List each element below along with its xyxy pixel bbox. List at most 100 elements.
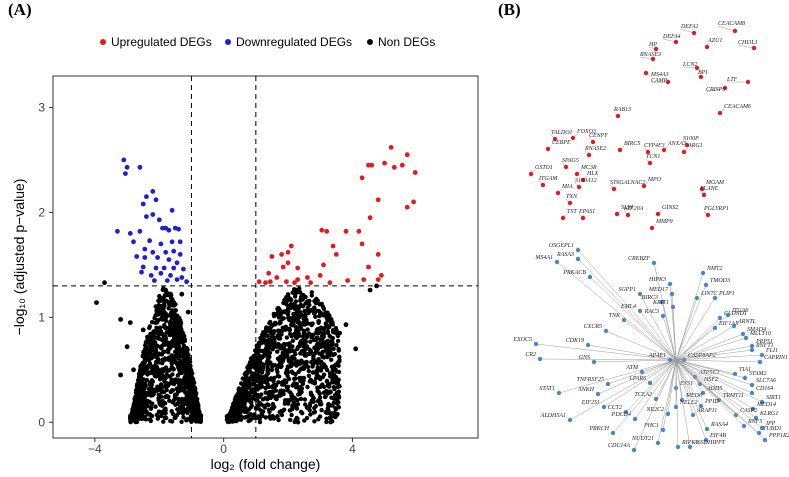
gene-label: CAMP [651,78,668,84]
network-node [703,282,709,288]
non-deg-point [147,362,153,368]
legend-marker [225,39,231,45]
data-point [131,239,136,245]
data-point [256,279,262,285]
gene-label: RAB13 [613,107,631,113]
non-deg-point [322,365,327,370]
non-deg-point [154,412,159,418]
gene-label: AP4E1 [648,352,666,359]
gene-label: CASP8AP2 [688,353,716,359]
network-edge [675,345,753,361]
network-edge [607,359,677,385]
network-edge [634,359,677,420]
non-deg-point [161,419,166,424]
non-deg-point [158,409,163,415]
data-point [127,320,133,325]
non-deg-point [157,394,163,400]
data-point [314,372,320,378]
network-node [681,149,687,155]
gene-label: MGAM [705,180,725,186]
network-edge [675,359,702,407]
legend-marker [100,39,106,45]
network-edge [577,249,677,361]
network-node [679,397,685,403]
non-deg-point [282,347,287,352]
non-deg-point [284,302,289,307]
gene-label: EPAS1 [578,209,595,215]
gene-label: NELL2 [679,400,697,406]
data-point [359,175,365,181]
non-deg-point [154,325,159,330]
non-deg-point [304,359,309,365]
non-deg-point [176,396,182,402]
non-deg-point [294,335,299,341]
data-point [388,145,394,150]
gene-label: BIRC5 [624,141,640,147]
non-deg-point [242,415,248,420]
non-deg-point [160,337,166,342]
gene-label: MED6 [685,393,702,399]
non-deg-point [161,286,166,291]
data-point [317,273,323,278]
data-point [179,275,185,280]
non-deg-point [268,395,273,401]
non-deg-point [139,364,144,369]
non-deg-point [260,409,266,414]
gene-label: RIPK1 [681,440,698,446]
non-deg-point [309,360,314,365]
data-point [404,152,410,158]
gene-label: SLC7A6 [756,378,776,384]
gene-label: MC3R [580,165,597,171]
gene-label: EIF1AX [718,321,739,327]
label-leader [645,158,651,164]
non-deg-point [195,401,200,406]
data-point [288,396,294,402]
network-node [660,427,666,433]
non-deg-point [247,369,252,374]
non-deg-point [233,395,239,400]
non-deg-point [257,357,263,362]
data-point [266,270,272,276]
non-deg-point [287,327,293,333]
non-deg-point [271,379,276,384]
non-deg-point [169,308,175,313]
non-deg-point [157,325,163,330]
network-node [643,70,649,76]
non-deg-point [160,361,165,366]
label-leader [706,42,709,48]
network-edge [605,330,677,361]
non-deg-point [259,340,264,346]
non-deg-point [317,313,322,319]
non-deg-point [129,414,134,420]
non-deg-point [291,318,297,323]
non-deg-point [309,307,314,313]
gene-label: TMOD3 [710,278,730,284]
x-tick-label: −4 [88,442,102,456]
non-deg-point [320,374,326,380]
gene-label: DEFA1 [680,24,699,30]
data-point [153,197,159,203]
non-deg-point [157,293,162,299]
non-deg-point [254,365,259,370]
gene-label: A6SDHIPPT [693,440,726,446]
non-deg-point [268,319,273,325]
non-deg-point [293,331,299,336]
non-deg-point [174,345,179,350]
data-point [144,214,149,220]
network-edge [675,359,753,394]
non-deg-point [180,396,185,402]
non-deg-point [315,300,320,305]
data-point [184,279,190,285]
non-deg-point [257,416,262,422]
non-deg-point [237,404,243,410]
gene-label: ST6GALNAC2 [610,180,645,186]
gene-label: CD164 [756,385,773,392]
non-deg-point [158,344,164,349]
data-point [366,264,371,270]
legend-marker [367,39,373,45]
non-deg-point [189,396,195,401]
non-deg-point [247,418,252,423]
network-node [699,186,705,192]
network-node [653,46,659,52]
network-edge [597,359,677,395]
